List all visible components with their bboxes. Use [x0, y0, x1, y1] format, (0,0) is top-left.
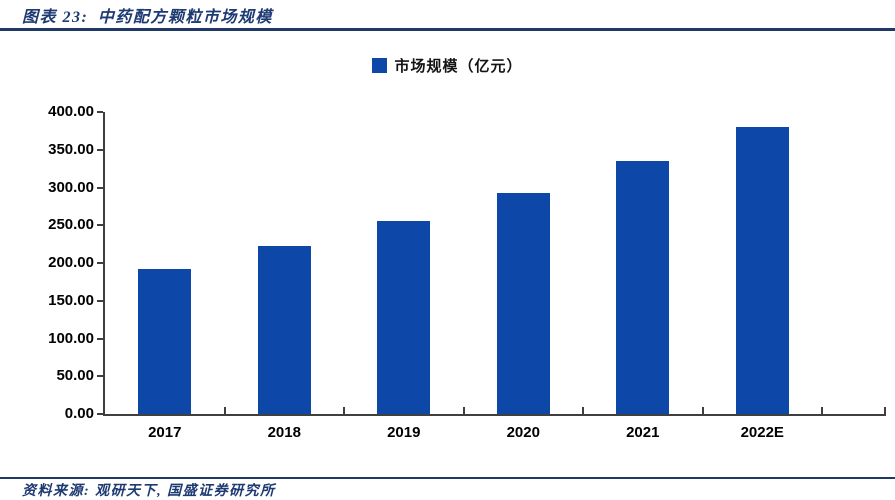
y-axis-label: 200.00	[48, 254, 94, 271]
source-rule	[0, 477, 895, 479]
y-axis-tick	[97, 148, 103, 151]
y-axis-tick	[97, 375, 103, 378]
legend-swatch	[372, 58, 388, 73]
bar-2022E	[735, 127, 789, 414]
y-axis-label: 150.00	[48, 291, 94, 309]
title-rule	[0, 28, 895, 31]
bar-2020	[496, 192, 550, 414]
bar-2018	[257, 245, 311, 414]
y-axis-tick	[97, 413, 103, 415]
x-axis-tick	[462, 407, 465, 414]
x-axis-label: 2019	[387, 424, 421, 441]
source-note: 资料来源: 观研天下, 国盛证券研究所	[22, 484, 276, 499]
y-axis-label: 100.00	[48, 329, 94, 347]
x-axis-label: 2018	[267, 424, 301, 441]
x-axis-label: 2017	[148, 424, 182, 441]
y-axis-label: 300.00	[48, 178, 94, 196]
y-axis-tick	[97, 299, 103, 302]
y-axis-label: 350.00	[48, 140, 94, 158]
chart-legend: 市场规模（亿元）	[0, 55, 895, 76]
x-axis-tick	[223, 407, 226, 414]
y-axis-tick	[97, 224, 103, 227]
y-axis-label: 250.00	[48, 216, 94, 234]
x-axis-tick	[582, 407, 584, 414]
x-axis-tick	[701, 407, 704, 414]
y-axis-tick	[97, 262, 103, 264]
bar-2017	[138, 269, 192, 414]
bar-2021	[616, 161, 670, 414]
plot-area: 0.00 50.00 100.00 150.00 200.00 250.00 300.00 3…	[48, 103, 886, 441]
x-axis-tick	[343, 407, 345, 414]
legend-label: 市场规模（亿元）	[394, 58, 523, 75]
y-axis-tick	[97, 111, 103, 113]
bar-2019	[377, 220, 431, 414]
y-axis-label: 400.00	[48, 103, 94, 120]
y-axis-tick	[97, 186, 103, 189]
figure-title: 图表 23: 中药配方颗粒市场规模	[22, 9, 273, 26]
y-axis-tick	[97, 337, 103, 340]
x-axis-tick	[821, 407, 823, 414]
x-axis-label: 2021	[626, 424, 660, 441]
y-axis-label: 0.00	[64, 405, 94, 422]
x-axis-end-tick	[884, 407, 886, 414]
x-axis-label: 2022E	[740, 424, 784, 441]
y-axis-label: 50.00	[56, 367, 94, 385]
x-axis-label: 2020	[506, 424, 540, 441]
